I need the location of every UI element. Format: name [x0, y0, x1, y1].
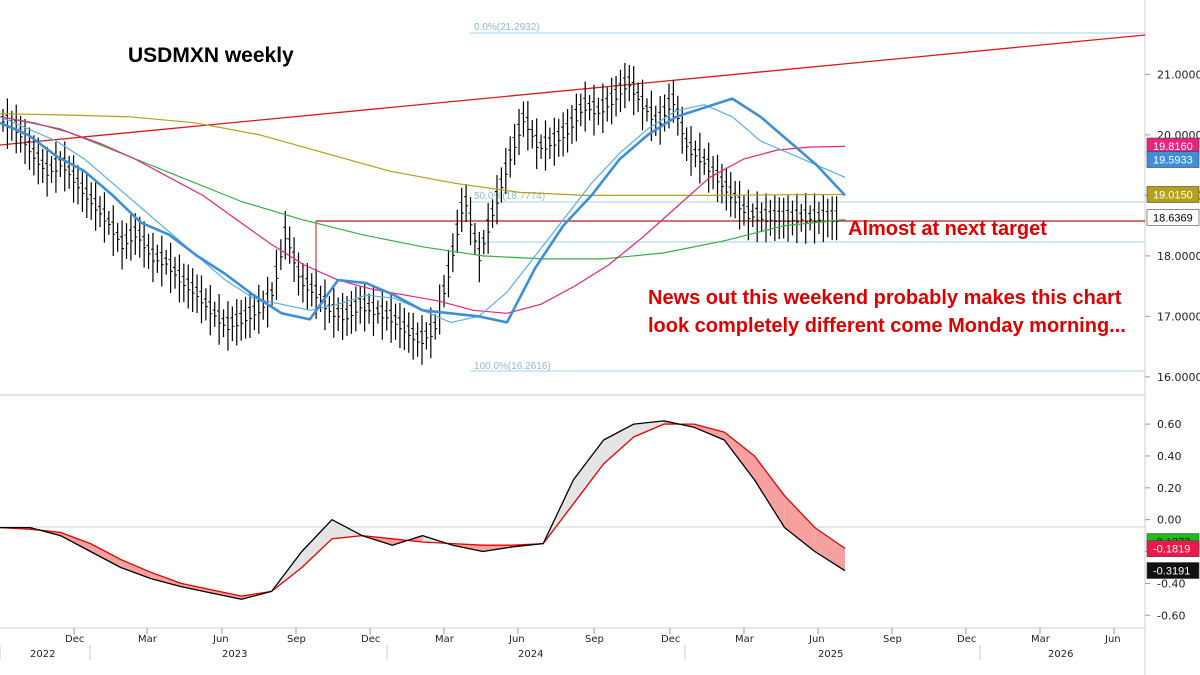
- x-year-label: 2022: [30, 649, 55, 660]
- last-value-label: 19.5933: [1153, 155, 1193, 167]
- osc-fill: [120, 559, 151, 579]
- annotation-news: News out this weekend probably makes thi…: [648, 287, 1126, 337]
- fib-label-50: 50.0%(18.7774): [474, 191, 545, 202]
- osc-fill: [814, 527, 845, 571]
- last-value-tag: [1146, 540, 1200, 557]
- osc-fill: [181, 583, 212, 593]
- osc-fill: [724, 432, 755, 480]
- x-month-label: Mar: [1031, 634, 1051, 645]
- fib-label-100: 100.0%(16.2616): [474, 361, 551, 372]
- osc-fill: [60, 532, 91, 552]
- osc-fill: [90, 543, 121, 568]
- series-ma-pink: [0, 116, 846, 314]
- chart-title: USDMXN weekly: [128, 44, 294, 67]
- last-value-tag: [1146, 562, 1200, 579]
- x-month-label: Sep: [883, 634, 902, 645]
- last-value-label: 19.0150: [1153, 189, 1193, 201]
- osc-fill: [573, 440, 604, 504]
- oscillator-panel: [0, 420, 846, 600]
- fib-label-0: 0.0%(21.2932): [474, 22, 540, 33]
- series-ma-green: [0, 116, 846, 260]
- last-value-label: 18.6369: [1153, 212, 1193, 224]
- x-month-label: Jun: [808, 634, 825, 645]
- x-month-label: Jun: [212, 634, 229, 645]
- last-value-tag: [1146, 209, 1200, 226]
- y-tick-label: 16.0000: [1157, 371, 1200, 384]
- osc-fill: [150, 572, 182, 587]
- osc-fill: [211, 589, 242, 600]
- last-value-tag: [1146, 151, 1200, 168]
- osc-fill: [694, 424, 725, 441]
- series-signal: [0, 423, 846, 597]
- osc-fill: [754, 455, 785, 528]
- x-month-label: Jun: [508, 634, 525, 645]
- series-fast: [0, 97, 846, 324]
- x-month-label: Mar: [735, 634, 755, 645]
- x-axis: Dec Mar Jun Sep Dec Mar Jun Sep Dec Mar Jun Sep Dec M…: [0, 628, 1121, 660]
- x-month-label: Dec: [65, 634, 84, 645]
- series-ma-olive: [0, 113, 846, 196]
- series-macd: [0, 420, 846, 600]
- y-tick-label: 0.00: [1157, 514, 1182, 527]
- y-tick-label: 0.40: [1157, 450, 1182, 463]
- annotation-target: Almost at next target: [848, 218, 1047, 240]
- y-tick-label: 18.0000: [1157, 250, 1200, 263]
- osc-fill: [603, 424, 634, 464]
- x-year-label: 2026: [1048, 649, 1073, 660]
- osc-fill: [633, 420, 664, 437]
- osc-fill: [784, 495, 815, 552]
- last-value-label: 19.8160: [1153, 141, 1193, 153]
- last-value-label: -0.3191: [1153, 566, 1190, 578]
- x-month-label: Dec: [361, 634, 380, 645]
- x-year-label: 2023: [222, 649, 247, 660]
- last-value-tags: 19.816019.593319.015018.6369-0.1373-0.18…: [1146, 137, 1200, 579]
- y-tick-label: 0.60: [1157, 418, 1182, 431]
- price-panel: [0, 62, 846, 365]
- x-month-label: Jun: [1104, 634, 1121, 645]
- x-year-label: 2024: [518, 649, 543, 660]
- x-month-label: Dec: [661, 634, 680, 645]
- x-month-label: Mar: [435, 634, 455, 645]
- x-month-label: Sep: [287, 634, 306, 645]
- x-month-label: Mar: [138, 634, 158, 645]
- osc-fill: [301, 519, 332, 568]
- y-tick-label: -0.40: [1157, 577, 1185, 590]
- y-axis-oscillator: 0.600.400.200.00-0.20-0.40-0.60: [1145, 418, 1185, 622]
- osc-fill: [331, 519, 363, 539]
- y-tick-label: 17.0000: [1157, 310, 1200, 323]
- x-month-label: Sep: [585, 634, 604, 645]
- y-tick-label: 21.0000: [1157, 68, 1200, 81]
- last-value-tag: [1146, 186, 1200, 203]
- y-tick-label: 0.20: [1157, 482, 1182, 495]
- last-value-label: -0.1819: [1153, 544, 1190, 556]
- y-tick-label: -0.60: [1157, 609, 1185, 622]
- x-month-label: Dec: [957, 634, 976, 645]
- x-year-label: 2025: [818, 649, 843, 660]
- rising-trendline: [0, 34, 1146, 146]
